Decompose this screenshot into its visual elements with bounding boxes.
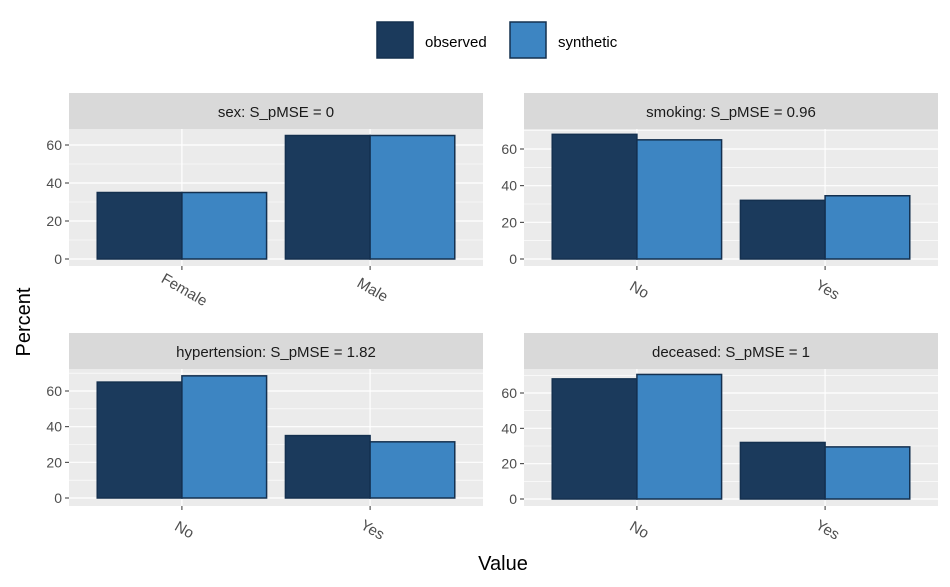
facet-panel-0: sex: S_pMSE = 0 0 20 40 60 Female Male xyxy=(46,93,483,310)
bar-observed-yes xyxy=(739,441,826,500)
y-tick-label: 0 xyxy=(509,251,517,267)
x-tick-label: Female xyxy=(158,270,210,310)
x-tick-label: No xyxy=(627,278,652,302)
bar-observed-yes xyxy=(284,434,371,499)
y-tick-label: 0 xyxy=(54,490,62,506)
y-axis-title: Percent xyxy=(13,287,35,356)
facet-strip-label: hypertension: S_pMSE = 1.82 xyxy=(176,344,376,361)
legend-label-observed: observed xyxy=(425,34,487,51)
y-tick-label: 0 xyxy=(54,251,62,267)
x-tick-label: Male xyxy=(354,275,391,306)
bar-synthetic-yes xyxy=(369,441,456,499)
bar-observed-female xyxy=(96,191,183,260)
facet-strip xyxy=(69,333,483,369)
y-tick-label: 40 xyxy=(46,175,62,191)
bar-synthetic-yes xyxy=(824,195,911,260)
facet-panel-1: smoking: S_pMSE = 0.96 0 20 40 60 No Yes xyxy=(501,93,938,304)
bar-synthetic-male xyxy=(369,134,456,260)
bar-synthetic-female xyxy=(181,191,268,260)
y-tick-label: 20 xyxy=(46,213,62,229)
y-tick-label: 20 xyxy=(46,454,62,470)
y-tick-label: 20 xyxy=(501,214,517,230)
facet-strip xyxy=(69,93,483,129)
bar-synthetic-no xyxy=(636,373,723,500)
x-tick-label: Yes xyxy=(812,517,842,544)
facet-panel-2: hypertension: S_pMSE = 1.82 0 20 40 60 No Yes xyxy=(46,333,483,544)
x-axis-title: Value xyxy=(478,553,528,575)
legend-label-synthetic: synthetic xyxy=(558,34,618,51)
legend-key-synthetic xyxy=(509,21,547,59)
x-tick-label: No xyxy=(172,518,197,542)
bar-observed-no xyxy=(551,378,638,500)
bar-synthetic-no xyxy=(636,139,723,260)
x-tick-label: Yes xyxy=(357,517,387,544)
y-tick-label: 20 xyxy=(501,456,517,472)
y-tick-label: 40 xyxy=(501,420,517,436)
facet-strip xyxy=(524,333,938,369)
y-tick-label: 60 xyxy=(46,383,62,399)
y-tick-label: 40 xyxy=(46,419,62,435)
facet-strip-label: deceased: S_pMSE = 1 xyxy=(652,344,810,361)
facet-panel-3: deceased: S_pMSE = 1 0 20 40 60 No Yes xyxy=(501,333,938,544)
legend-key-observed xyxy=(376,21,414,59)
y-tick-label: 60 xyxy=(46,137,62,153)
bar-observed-no xyxy=(551,133,638,260)
x-tick-label: No xyxy=(627,518,652,542)
bar-observed-no xyxy=(96,381,183,499)
y-tick-label: 40 xyxy=(501,178,517,194)
y-tick-label: 60 xyxy=(501,141,517,157)
facet-strip-label: sex: S_pMSE = 0 xyxy=(218,104,334,121)
y-tick-label: 0 xyxy=(509,491,517,507)
facet-strip xyxy=(524,93,938,129)
x-tick-label: Yes xyxy=(812,277,842,304)
bar-synthetic-yes xyxy=(824,446,911,500)
y-tick-label: 60 xyxy=(501,385,517,401)
bar-synthetic-no xyxy=(181,375,268,499)
facet-panels: sex: S_pMSE = 0 0 20 40 60 Female Male smoking:… xyxy=(46,93,938,544)
bar-observed-male xyxy=(284,134,371,260)
facet-strip-label: smoking: S_pMSE = 0.96 xyxy=(646,104,816,121)
bar-observed-yes xyxy=(739,199,826,260)
legend: observed synthetic xyxy=(376,21,618,59)
